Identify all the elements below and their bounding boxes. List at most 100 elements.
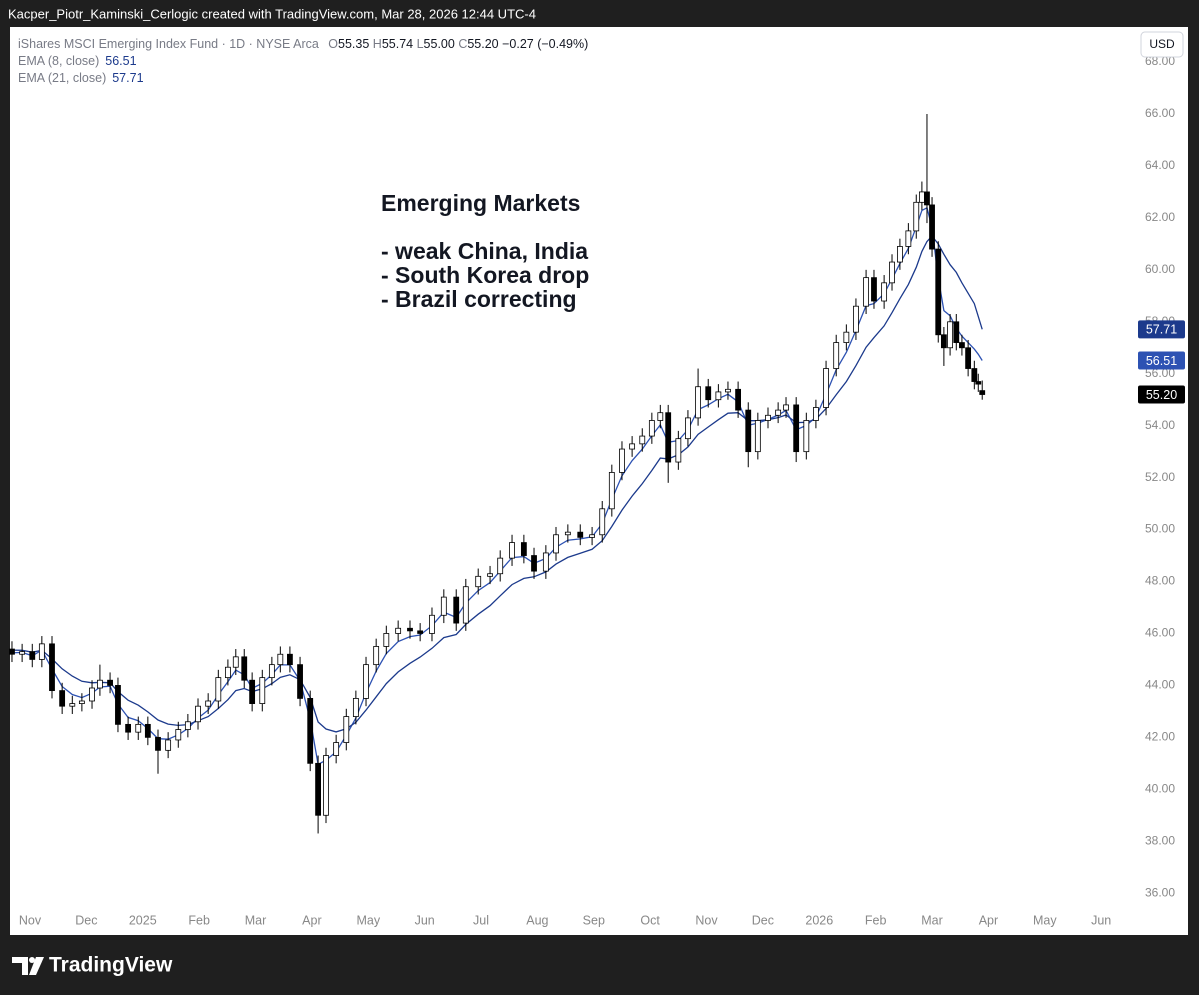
candle-body (608, 472, 615, 510)
x-tick-label: Nov (19, 913, 42, 927)
candle-body (333, 742, 340, 756)
price-tags: 56.51 57.71 55.20 (1138, 320, 1185, 404)
candle-body (715, 391, 722, 401)
y-tick-label: 66.00 (1145, 106, 1175, 120)
y-tick-label: 64.00 (1145, 158, 1175, 172)
x-tick-label: Jun (415, 913, 435, 927)
x-tick-label: Oct (640, 913, 660, 927)
candle-body (929, 204, 935, 250)
y-tick-label: 62.00 (1145, 210, 1175, 224)
y-tick-label: 36.00 (1145, 885, 1175, 899)
x-tick-label: Apr (979, 913, 998, 927)
candle-body (775, 409, 782, 416)
candle-body (853, 305, 859, 333)
candle-body (695, 386, 701, 419)
candle-body (754, 420, 761, 453)
candle-body (935, 248, 942, 336)
y-tick-label: 50.00 (1145, 522, 1175, 536)
candle-body (897, 246, 903, 263)
x-tick-label: Nov (695, 913, 718, 927)
candle-body (520, 542, 527, 556)
price-tag (1138, 351, 1185, 370)
x-tick-label: Dec (75, 913, 97, 927)
annotation-line: - Brazil correcting (381, 286, 577, 312)
annotation-line: Emerging Markets (381, 190, 580, 216)
ohlc-label: O (328, 37, 339, 51)
currency-label: USD (1149, 37, 1175, 51)
candle-body (657, 412, 664, 421)
candle-body (843, 331, 850, 343)
candle-body (429, 614, 435, 634)
candle-body (19, 651, 26, 655)
candle-body (307, 697, 314, 764)
candle-body (175, 729, 182, 741)
ohlc-change: −0.27 (−0.49%) (502, 37, 589, 51)
ohlc-value: 55.00 (423, 37, 455, 51)
candle-body (125, 723, 132, 733)
candle-body (803, 420, 810, 453)
candle-body (407, 627, 413, 632)
plot-area: 36.00 38.00 40.00 42.00 44.00 46.00 48.00 50.00… (9, 54, 1175, 927)
candle-body (577, 531, 584, 538)
x-tick-label: Sep (583, 913, 605, 927)
annotation-line: - weak China, India (381, 238, 588, 264)
candle-body (940, 334, 947, 349)
candle-body (49, 643, 55, 692)
x-tick-label: May (356, 913, 380, 927)
candle-body (705, 386, 712, 401)
candle-body (363, 664, 369, 699)
candle-body (564, 531, 571, 536)
candle-body (589, 534, 595, 538)
candle-body (599, 508, 606, 536)
annotation-line: - South Korea drop (381, 262, 589, 288)
candle-body (373, 646, 380, 666)
candle-body (918, 191, 925, 203)
candle-body (765, 414, 771, 421)
candle-body (889, 261, 895, 284)
candle-body (619, 448, 625, 473)
price-tag (1138, 320, 1185, 339)
y-tick-label: 68.00 (1145, 54, 1175, 68)
candle-body (155, 736, 161, 751)
x-tick-label: Mar (245, 913, 267, 927)
ema-value: 57.71 (112, 71, 144, 85)
candle-body (115, 685, 121, 725)
chart-panel (10, 27, 1188, 935)
ohlc-value: 55.74 (381, 37, 414, 51)
ohlc-value: 55.35 (338, 37, 370, 51)
price-tag-label: 57.71 (1146, 323, 1177, 337)
candle-body (29, 651, 36, 660)
ohlc-value: 55.20 (467, 37, 499, 51)
candle-body (38, 643, 45, 660)
candle-body (287, 653, 293, 666)
ohlc-label: H (372, 37, 382, 51)
ema-legend: EMA (8, close) 56.51 (18, 54, 137, 68)
candle-body (277, 653, 284, 666)
candle-body (487, 573, 493, 577)
candle-body (735, 388, 742, 411)
candle-body (241, 656, 248, 681)
candle-body (497, 557, 504, 575)
x-tick-label: Aug (526, 913, 548, 927)
symbol-legend: iShares MSCI Emerging Index Fund · 1D · … (18, 37, 588, 51)
candle-body (383, 633, 390, 647)
currency-button[interactable] (1140, 31, 1184, 58)
candle-body (232, 656, 239, 668)
candle-body (9, 648, 15, 655)
candle-body (195, 705, 201, 723)
candle-body (783, 404, 789, 411)
price-tag-label: 56.51 (1146, 354, 1177, 368)
brand-name: TradingView (49, 954, 173, 977)
candle-body (184, 721, 191, 730)
candle-body (953, 321, 960, 343)
candle-body (947, 321, 953, 349)
y-tick-label: 44.00 (1145, 678, 1175, 692)
x-tick-label: Jul (473, 913, 489, 927)
candle-body (343, 716, 350, 743)
y-tick-label: 54.00 (1145, 418, 1175, 432)
candle-body (675, 438, 682, 463)
x-tick-label: May (1033, 913, 1057, 927)
candle-body (224, 666, 231, 679)
candle-body (531, 555, 537, 572)
candle-body (629, 443, 636, 450)
